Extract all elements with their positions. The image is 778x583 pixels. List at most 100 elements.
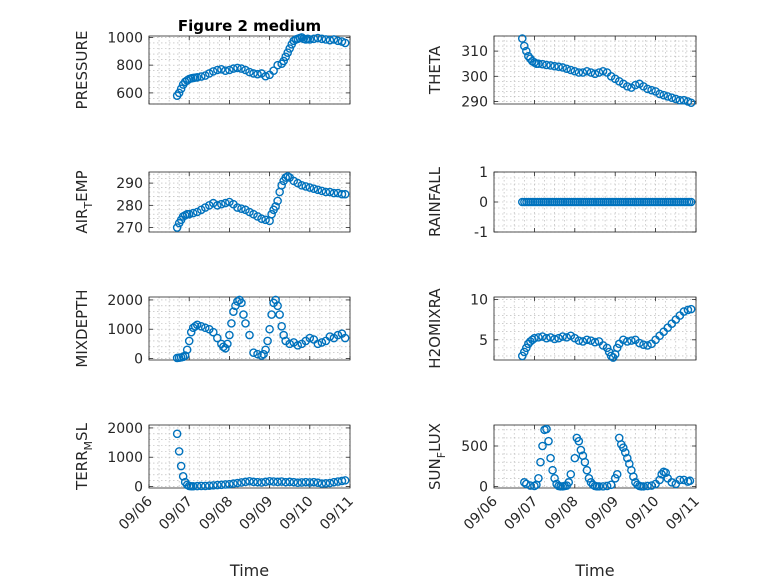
data-point (643, 84, 652, 94)
data-point (562, 333, 572, 342)
data-point (542, 333, 551, 343)
data-point (241, 319, 250, 328)
data-point (542, 424, 551, 434)
y-tick-label: 500 (461, 439, 488, 455)
axes-frame (493, 35, 697, 105)
data-point (325, 478, 335, 488)
data-point (667, 93, 677, 103)
data-point (245, 67, 254, 77)
data-point (209, 67, 218, 76)
data-point (584, 474, 594, 483)
subplot-mixdepth: 0 1000 2000 MIXDEPTH (73, 289, 351, 368)
y-tick-label: 280 (116, 198, 143, 214)
data-point (309, 184, 319, 193)
data-point (196, 322, 206, 331)
y-tick-label: 800 (116, 58, 143, 74)
data-point (675, 475, 685, 485)
data-point (679, 307, 689, 316)
data-point (576, 445, 586, 455)
data-point (267, 209, 276, 219)
y-tick-label: 600 (116, 86, 143, 102)
data-point (184, 336, 194, 346)
data-point (610, 474, 620, 483)
y-axis-label-base: H2OMIXRA (426, 288, 444, 369)
data-point (271, 295, 280, 305)
data-point (196, 481, 206, 491)
y-axis-label: PRESSURE (73, 31, 91, 110)
data-point (301, 477, 311, 487)
y-tick-label: 270 (116, 221, 143, 237)
data-point (570, 66, 580, 76)
data-point (546, 61, 555, 70)
data-point (325, 35, 335, 45)
y-axis-label-base: PRESSURE (73, 31, 91, 110)
data-point (275, 310, 284, 319)
x-tick-label: 09/09 (582, 494, 622, 534)
data-point (257, 214, 266, 223)
data-point (621, 448, 630, 457)
data-point (321, 479, 331, 488)
data-point (618, 443, 628, 452)
data-point (229, 479, 238, 488)
data-point (321, 35, 331, 44)
data-point (550, 474, 559, 483)
subplot-pressure: 600 800 1000 PRESSURE Figure 2 medium (73, 17, 351, 110)
data-point (520, 41, 529, 51)
data-point (261, 477, 270, 487)
axes-frame (493, 296, 697, 361)
data-point (558, 332, 567, 341)
data-point (566, 65, 576, 75)
data-point (313, 339, 323, 349)
data-point (192, 73, 202, 82)
data-point (602, 343, 612, 353)
subplot-airemp: 270 280 290 AIRTEMP (73, 170, 351, 237)
data-point (643, 481, 652, 491)
data-point (277, 322, 286, 331)
data-point (174, 447, 184, 456)
data-point (594, 482, 604, 491)
data-point (305, 35, 315, 44)
data-point (337, 189, 347, 199)
data-point (233, 297, 242, 306)
y-tick-label: 1000 (107, 30, 143, 46)
data-point (686, 304, 696, 314)
data-point (305, 478, 315, 487)
data-point (261, 215, 270, 225)
data-point (612, 469, 622, 479)
data-point (517, 351, 527, 361)
data-point (655, 89, 664, 99)
data-point (233, 478, 242, 488)
data-point (534, 474, 543, 483)
data-point (172, 429, 182, 439)
data-point (574, 336, 584, 345)
data-point (253, 349, 262, 359)
data-point (340, 333, 350, 343)
y-axis-label-base: THETA (426, 45, 444, 95)
data-point (635, 338, 644, 348)
data-point (317, 186, 327, 196)
data-point (249, 348, 258, 357)
data-point (647, 85, 656, 95)
data-point (594, 68, 604, 77)
data-point (329, 477, 339, 487)
x-axis-label: Time (574, 561, 614, 580)
data-point (253, 69, 262, 79)
data-point (558, 63, 567, 72)
data-point (213, 65, 222, 75)
data-point (562, 64, 572, 74)
data-point (598, 66, 608, 76)
data-point (217, 65, 226, 74)
data-point (602, 481, 612, 491)
data-point (671, 94, 681, 104)
x-tick-label: 09/09 (237, 494, 277, 534)
x-tick-label: 09/07 (501, 494, 541, 534)
data-point (192, 320, 202, 330)
data-point (213, 480, 222, 490)
data-point (293, 478, 303, 488)
data-point (606, 480, 616, 490)
y-tick-label: 0 (479, 195, 488, 211)
data-point (679, 475, 689, 485)
data-point (534, 333, 543, 342)
data-point (289, 477, 299, 487)
data-point (265, 324, 274, 334)
